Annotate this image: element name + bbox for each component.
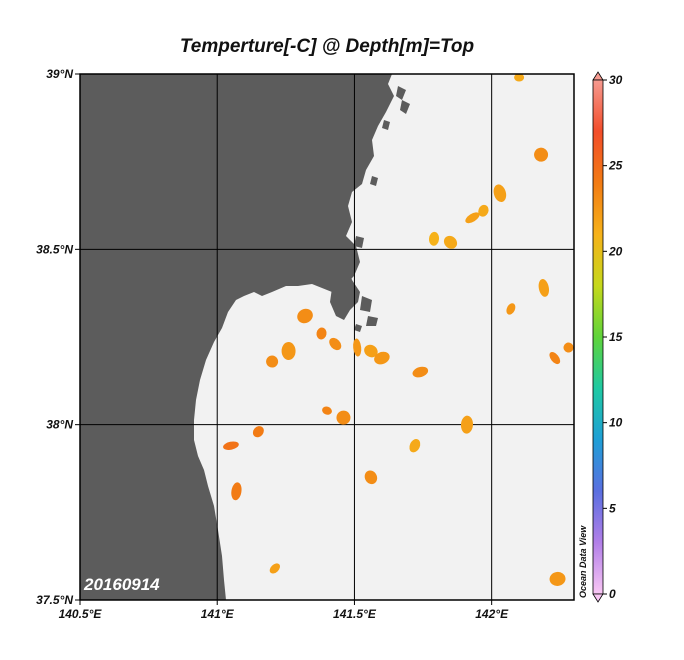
temperature-point — [269, 563, 280, 574]
ocean-data-view-credit: Ocean Data View — [578, 525, 588, 598]
island-9 — [354, 324, 362, 332]
x-tick-label: 142°E — [475, 607, 509, 621]
temperature-point — [514, 74, 525, 82]
temperature-point — [478, 204, 489, 217]
land-mass — [80, 74, 394, 600]
temperature-point — [374, 351, 390, 365]
grid-lines — [80, 74, 574, 600]
colorbar-tick-label: 0 — [609, 587, 616, 601]
island-4 — [370, 176, 378, 186]
colorbar-ticks: 30 25 20 15 10 5 0 — [603, 73, 623, 601]
date-stamp: 20160914 — [83, 575, 160, 594]
temperature-point — [252, 426, 264, 438]
map-title: Temperture[-C] @ Depth[m]=Top — [179, 36, 475, 57]
temperature-point — [322, 406, 332, 415]
y-tick-label: 38.5°N — [36, 242, 73, 256]
island-3 — [382, 120, 390, 130]
island-1 — [396, 86, 406, 100]
temperature-point — [460, 415, 473, 434]
temperature-point — [534, 147, 549, 162]
colorbar-tick-label: 15 — [609, 330, 623, 344]
temperature-point — [563, 342, 574, 353]
temperature-point — [329, 337, 342, 351]
temperature-point — [493, 184, 507, 203]
temperature-point — [538, 279, 550, 297]
y-axis-ticks: 39°N 38.5°N 38°N 37.5°N — [36, 67, 80, 607]
island-6 — [330, 262, 360, 320]
colorbar-tick-label: 5 — [609, 501, 616, 515]
island-5 — [354, 236, 364, 248]
temperature-point — [353, 338, 362, 357]
temperature-point — [429, 231, 440, 246]
island-8 — [366, 316, 378, 326]
island-7 — [360, 296, 372, 312]
x-tick-label: 141°E — [201, 607, 235, 621]
x-tick-label: 141.5°E — [333, 607, 377, 621]
temperature-point — [281, 342, 296, 361]
colorbar-tick-label: 30 — [609, 73, 623, 87]
y-tick-label: 37.5°N — [36, 593, 73, 607]
temperature-point — [266, 355, 279, 368]
colorbar: 30 25 20 15 10 5 0 — [592, 71, 623, 603]
colorbar-tick-label: 20 — [608, 244, 623, 258]
temperature-point — [549, 571, 566, 586]
temperature-point — [549, 351, 561, 365]
temperature-point — [297, 308, 313, 324]
y-tick-label: 39°N — [46, 67, 73, 81]
temperature-point — [223, 441, 239, 450]
temperature-point — [316, 327, 327, 340]
temperature-point — [364, 344, 378, 358]
x-axis-ticks: 140.5°E 141°E 141.5°E 142°E — [59, 600, 509, 621]
x-tick-label: 140.5°E — [59, 607, 103, 621]
land-layer — [80, 74, 410, 600]
temperature-point — [364, 470, 378, 485]
y-tick-label: 38°N — [46, 418, 73, 432]
temperature-point — [412, 366, 429, 378]
colorbar-body — [592, 79, 604, 595]
temperature-point — [409, 439, 421, 453]
plot-frame — [79, 73, 575, 601]
colorbar-top-arrow — [592, 71, 604, 81]
colorbar-bottom-arrow — [592, 593, 604, 603]
temperature-point — [231, 482, 242, 501]
data-points — [223, 74, 574, 586]
colorbar-tick-label: 10 — [609, 416, 623, 430]
temperature-point — [336, 410, 351, 425]
temperature-point — [506, 303, 516, 315]
temperature-point — [465, 212, 480, 224]
island-2 — [400, 100, 410, 114]
colorbar-tick-label: 25 — [608, 159, 623, 173]
temperature-point — [443, 235, 458, 249]
